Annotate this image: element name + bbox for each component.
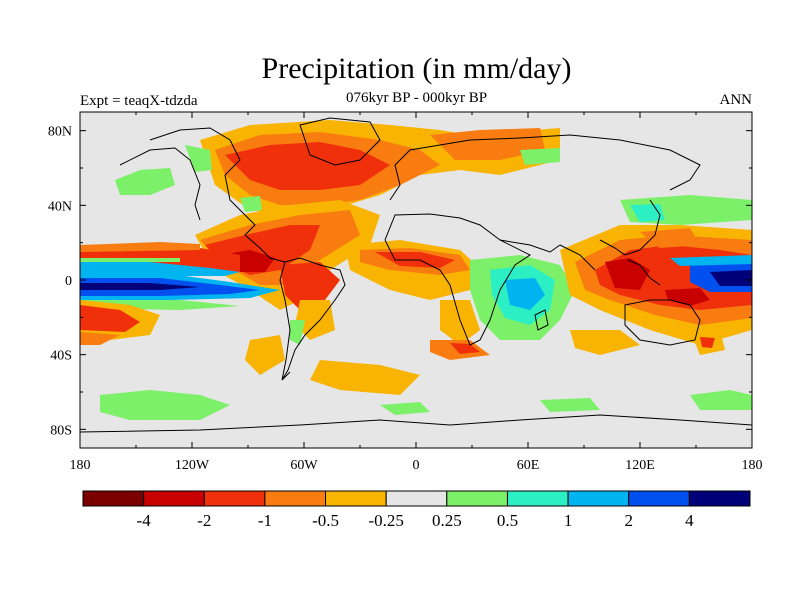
lat-tick-label: 40S	[50, 349, 72, 364]
anomaly-region	[710, 270, 752, 286]
chart-subtitle: 076kyr BP - 000kyr BP	[345, 90, 488, 106]
colorbar-swatch	[82, 490, 145, 507]
anomaly-region	[80, 258, 180, 262]
anomaly-region	[295, 300, 335, 340]
lon-tick-label: 180	[70, 458, 91, 473]
colorbar-label: -0.5	[312, 511, 339, 530]
lon-tick-label: 0	[413, 458, 420, 473]
map-field	[80, 112, 752, 448]
colorbar-label: 4	[685, 511, 694, 530]
lat-tick-label: 40N	[48, 199, 72, 214]
colorbar-label: 0.25	[432, 511, 462, 530]
anomaly-region	[225, 142, 390, 190]
colorbar-label: -1	[258, 511, 272, 530]
anomaly-region	[80, 305, 140, 332]
lon-tick-label: 180	[742, 458, 763, 473]
lat-tick-label: 80S	[50, 423, 72, 438]
colorbar-swatch	[385, 490, 448, 507]
colorbar-label: -2	[197, 511, 211, 530]
anomaly-region	[80, 332, 120, 345]
chart-title: Precipitation (in mm/day)	[261, 52, 572, 85]
colorbar-swatch	[264, 490, 327, 507]
lat-tick-label: 80N	[48, 125, 72, 140]
anomaly-region	[540, 398, 600, 412]
anomaly-region	[245, 335, 285, 375]
anomaly-region	[80, 242, 200, 252]
season-label: ANN	[719, 92, 753, 108]
colorbar-swatch	[628, 490, 690, 507]
anomaly-region	[430, 128, 545, 160]
anomaly-region	[280, 262, 340, 310]
colorbar-swatch	[203, 490, 266, 507]
anomaly-region	[440, 300, 480, 345]
lon-tick-label: 120W	[175, 458, 210, 473]
colorbar-swatch	[446, 490, 508, 507]
colorbar: -4 -2 -1 -0.5 -0.25 0.25 0.5 1 2 4	[82, 490, 751, 530]
anomaly-region	[690, 390, 752, 410]
colorbar-label: -0.25	[368, 511, 403, 530]
colorbar-swatch	[506, 490, 569, 507]
lat-tick-label: 0	[65, 274, 72, 289]
experiment-label: Expt = teaqX-tdzda	[80, 93, 198, 109]
axis-labels: 80N 40N 0 40S 80S 180 120W 60W 0 60E 120E 180	[48, 125, 763, 473]
anomaly-region	[80, 283, 200, 290]
lon-tick-label: 60W	[290, 458, 318, 473]
coastlines	[80, 117, 752, 433]
anomaly-region	[505, 278, 545, 310]
anomaly-region	[100, 390, 230, 420]
colorbar-label: -4	[137, 511, 152, 530]
anomaly-region	[80, 262, 240, 276]
anomaly-region	[310, 360, 420, 395]
colorbar-swatch	[567, 490, 630, 507]
colorbar-label: 1	[564, 511, 573, 530]
anomaly-region	[240, 196, 262, 212]
colorbar-label: 0.5	[497, 511, 518, 530]
anomaly-region	[605, 258, 650, 290]
colorbar-label: 2	[624, 511, 633, 530]
anomaly-region	[185, 145, 212, 172]
colorbar-swatch	[143, 490, 205, 507]
anomaly-region	[450, 343, 480, 354]
anomaly-region	[570, 330, 640, 355]
lon-tick-label: 60E	[517, 458, 540, 473]
anomaly-region	[520, 148, 560, 165]
anomaly-region	[290, 320, 305, 345]
colorbar-swatch	[688, 490, 751, 507]
lon-tick-label: 120E	[625, 458, 655, 473]
colorbar-swatch	[325, 490, 387, 507]
anomaly-region	[700, 337, 715, 348]
axis-ticks	[79, 112, 753, 448]
anomaly-region	[670, 255, 752, 266]
anomaly-region	[115, 168, 175, 195]
anomaly-region	[380, 402, 430, 415]
